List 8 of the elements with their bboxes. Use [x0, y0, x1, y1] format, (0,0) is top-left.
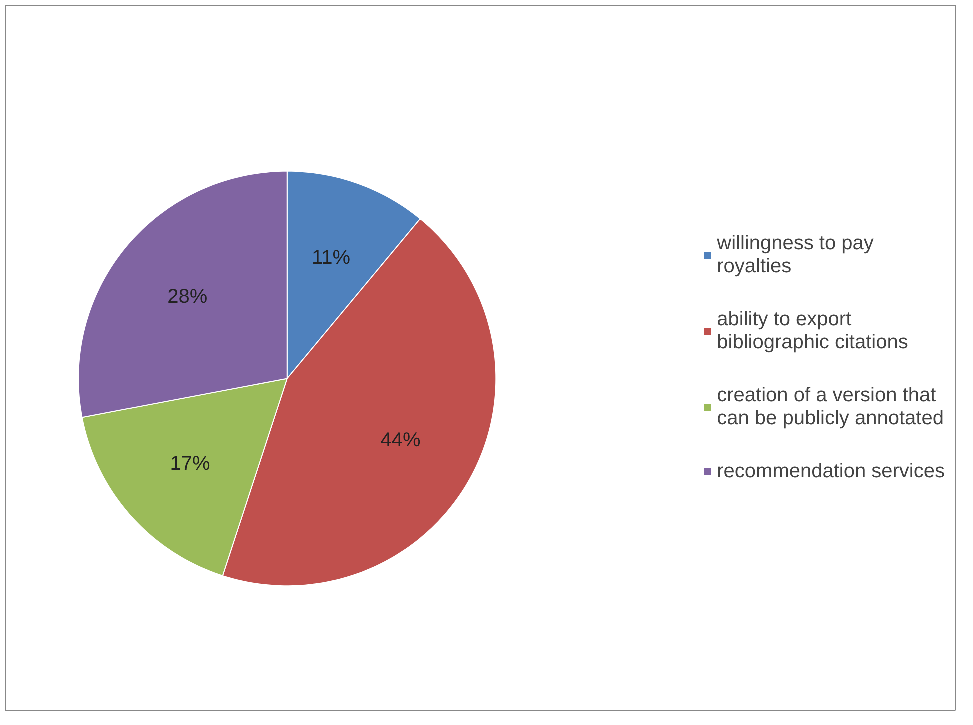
data-label: 28%	[168, 286, 208, 308]
legend-label: willingness to pay royalties	[717, 232, 874, 278]
data-label: 11%	[312, 246, 351, 269]
data-label: 17%	[170, 452, 210, 475]
legend-label: ability to export bibliographic citations	[717, 308, 908, 354]
data-label: 44%	[380, 430, 422, 452]
legend-label: creation of a version that can be publicly annotated	[717, 384, 944, 430]
legend-label: recommendation services	[717, 460, 945, 483]
